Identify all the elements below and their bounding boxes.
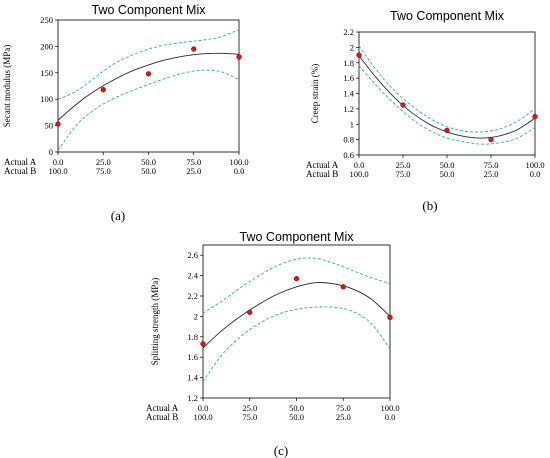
x-tick-label-a: 75.0 bbox=[186, 157, 201, 167]
panel-label: (a) bbox=[111, 208, 125, 223]
x-tick-label-a: 25.0 bbox=[396, 160, 411, 170]
y-tick-label: 200 bbox=[40, 41, 53, 51]
x-row-label-a: Actual A bbox=[146, 403, 179, 413]
x-tick-label-a: 100.0 bbox=[380, 403, 399, 413]
plot-frame bbox=[57, 19, 240, 153]
x-tick-label-b: 25.0 bbox=[484, 169, 499, 179]
y-tick-label: 150 bbox=[40, 68, 53, 78]
y-tick-label: 2 bbox=[350, 42, 354, 52]
fit-line bbox=[57, 52, 240, 121]
data-point bbox=[387, 314, 393, 321]
data-point bbox=[236, 54, 242, 60]
y-tick-label: 1.8 bbox=[343, 58, 354, 68]
y-tick-label: 1.8 bbox=[187, 332, 198, 342]
panel-label: (b) bbox=[422, 198, 437, 213]
y-axis-label: Creep strain (%) bbox=[310, 64, 320, 123]
x-tick-label-a: 0.0 bbox=[53, 157, 64, 167]
y-tick-label: 1.6 bbox=[343, 73, 354, 83]
fit-line bbox=[358, 55, 536, 139]
fit-line bbox=[202, 282, 391, 349]
y-axis-label: Splitting strength (MPa) bbox=[150, 278, 160, 366]
y-tick-label: 50 bbox=[45, 121, 54, 131]
x-row-label-a: Actual A bbox=[4, 157, 37, 167]
x-tick-label-a: 50.0 bbox=[440, 160, 455, 170]
y-tick-label: 0.6 bbox=[343, 150, 354, 160]
ci-lower-line bbox=[358, 65, 536, 145]
chart-panel-2: Two Component Mix 0.6 0.8 1 1.2 1.4 1.6 1.8 2 2.2… bbox=[306, 9, 545, 213]
y-tick-label: 1 bbox=[350, 119, 354, 129]
x-tick-label-b: 0.0 bbox=[530, 169, 541, 179]
chart-panel-3: Two Component Mix 1.2 1.4 1.6 1.8 2 2.2 2.4 2.6 0… bbox=[146, 230, 400, 458]
y-tick-label: 1.4 bbox=[187, 373, 198, 383]
x-tick-label-b: 0.0 bbox=[385, 412, 396, 422]
ci-lower-line bbox=[202, 306, 391, 382]
y-tick-label: 250 bbox=[40, 15, 53, 25]
y-tick-label: 0 bbox=[49, 147, 53, 157]
y-tick-label: 1.6 bbox=[187, 352, 198, 362]
ci-upper-line bbox=[57, 29, 240, 100]
x-tick-label-b: 100.0 bbox=[349, 169, 368, 179]
data-point bbox=[293, 276, 300, 282]
x-tick-label-a: 100.0 bbox=[525, 160, 544, 170]
data-point bbox=[488, 136, 494, 143]
x-tick-label-b: 25.0 bbox=[336, 412, 351, 422]
x-tick-label-b: 75.0 bbox=[396, 169, 411, 179]
x-tick-label-a: 0.0 bbox=[354, 160, 365, 170]
x-tick-label-a: 25.0 bbox=[242, 403, 257, 413]
data-point bbox=[532, 113, 538, 120]
y-tick-label: 1.2 bbox=[187, 393, 198, 403]
y-tick-label: 2.2 bbox=[343, 27, 354, 37]
x-tick-label-a: 50.0 bbox=[141, 157, 156, 167]
panel-label: (c) bbox=[274, 443, 288, 458]
x-row-label-b: Actual B bbox=[4, 166, 36, 176]
x-tick-label-b: 50.0 bbox=[289, 412, 304, 422]
data-point bbox=[444, 127, 450, 134]
x-tick-label-b: 75.0 bbox=[242, 412, 257, 422]
chart-title: Two Component Mix bbox=[390, 9, 505, 23]
data-point bbox=[191, 46, 197, 52]
ci-upper-line bbox=[358, 45, 536, 133]
y-tick-label: 0.8 bbox=[343, 135, 354, 145]
data-point bbox=[200, 341, 206, 347]
y-tick-label: 2.6 bbox=[187, 250, 198, 260]
x-tick-label-b: 50.0 bbox=[440, 169, 455, 179]
y-axis-label: Secant modulus (MPa) bbox=[2, 45, 12, 128]
ci-lower-line bbox=[57, 69, 240, 151]
x-tick-label-b: 0.0 bbox=[234, 166, 245, 176]
x-tick-label-b: 75.0 bbox=[96, 166, 111, 176]
x-tick-label-a: 50.0 bbox=[289, 403, 304, 413]
y-tick-label: 1.2 bbox=[343, 104, 354, 114]
y-tick-label: 1.4 bbox=[343, 89, 354, 99]
plot-frame bbox=[358, 31, 536, 156]
x-tick-label-a: 100.0 bbox=[229, 157, 248, 167]
data-point bbox=[100, 87, 106, 93]
y-tick-label: 2 bbox=[194, 311, 198, 321]
x-tick-label-a: 0.0 bbox=[198, 403, 209, 413]
x-tick-label-b: 50.0 bbox=[141, 166, 156, 176]
x-tick-label-a: 75.0 bbox=[336, 403, 351, 413]
ci-upper-line bbox=[202, 257, 391, 314]
plot-frame bbox=[202, 244, 391, 399]
data-point bbox=[356, 52, 362, 58]
data-point bbox=[55, 121, 61, 127]
y-tick-label: 2.2 bbox=[187, 291, 198, 301]
data-point bbox=[145, 71, 152, 77]
x-tick-label-b: 25.0 bbox=[186, 166, 201, 176]
chart-title: Two Component Mix bbox=[92, 3, 207, 17]
y-tick-label: 2.4 bbox=[187, 271, 198, 281]
data-point bbox=[247, 309, 253, 315]
data-point bbox=[340, 284, 346, 290]
x-row-label-b: Actual B bbox=[146, 412, 178, 422]
chart-title: Two Component Mix bbox=[240, 230, 355, 244]
y-tick-label: 100 bbox=[40, 94, 53, 104]
x-tick-label-a: 25.0 bbox=[96, 157, 111, 167]
x-tick-label-b: 100.0 bbox=[193, 412, 212, 422]
x-row-label-b: Actual B bbox=[306, 169, 338, 179]
x-row-label-a: Actual A bbox=[306, 160, 339, 170]
chart-panel-1: Two Component Mix0501001502002500.0100.0… bbox=[2, 3, 249, 223]
data-point bbox=[400, 102, 406, 108]
x-tick-label-a: 75.0 bbox=[484, 160, 499, 170]
x-tick-label-b: 100.0 bbox=[48, 166, 67, 176]
